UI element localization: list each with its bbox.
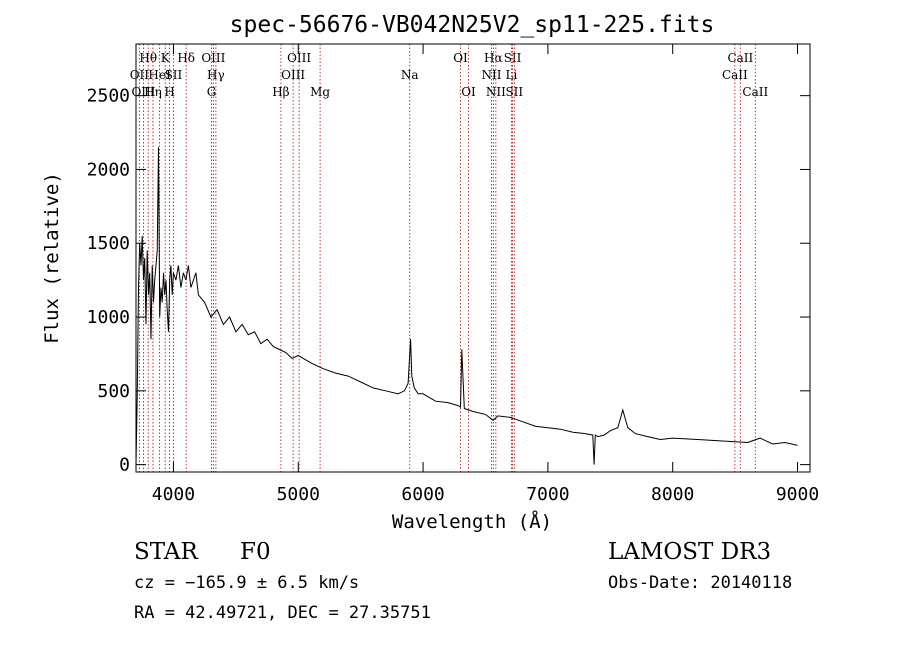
plot-frame — [135, 43, 811, 473]
line-marker-label: CaII — [727, 51, 753, 65]
line-marker-label: SII — [505, 85, 523, 99]
line-marker-label: OIII — [281, 68, 305, 82]
survey-label: LAMOST DR3 — [608, 539, 772, 565]
line-marker-label: Hγ — [207, 68, 225, 82]
y-tick-label: 1000 — [87, 307, 130, 328]
line-marker-label: G — [207, 85, 217, 99]
line-marker-label: OI — [453, 51, 468, 65]
line-marker-label: HeI — [148, 68, 171, 82]
line-marker-label: OII — [130, 68, 150, 82]
line-marker-label: Hβ — [272, 85, 289, 99]
y-tick-label: 2500 — [87, 86, 130, 107]
line-marker-label: Na — [401, 68, 419, 82]
coordinates: RA = 42.49721, DEC = 27.35751 — [134, 603, 431, 623]
line-marker-label: NII — [486, 85, 506, 99]
x-tick-label: 9000 — [776, 484, 819, 505]
line-marker-label: OI — [461, 85, 476, 99]
chart-title: spec-56676-VB042N25V2_sp11-225.fits — [230, 12, 715, 38]
line-marker-label: K — [161, 51, 171, 65]
axis-ticks: 4000 5000 6000 7000 8000 9000 0 500 1000 1500 2000… — [87, 44, 819, 505]
line-marker-label: CaII — [722, 68, 748, 82]
y-tick-label: 1500 — [87, 233, 130, 254]
line-marker-label: Hα — [484, 51, 503, 65]
x-tick-label: 5000 — [277, 484, 320, 505]
cz-value: cz = −165.9 ± 6.5 km/s — [134, 573, 360, 593]
line-marker-label: Mg — [310, 85, 330, 99]
x-axis-label: Wavelength (Å) — [392, 510, 552, 533]
line-marker-label: SII — [165, 68, 183, 82]
y-axis-label: Flux (relative) — [41, 172, 63, 344]
subclass-label: F0 — [240, 539, 271, 565]
line-marker-label: Hδ — [177, 51, 195, 65]
line-marker-label: OIII — [287, 51, 311, 65]
y-tick-label: 500 — [97, 381, 130, 402]
line-marker-label: CaII — [742, 85, 768, 99]
line-marker-label: Hθ — [139, 51, 157, 65]
x-tick-label: 4000 — [152, 484, 195, 505]
line-marker-label: OIII — [201, 51, 225, 65]
y-tick-label: 2000 — [87, 159, 130, 180]
line-marker-label: Hη — [144, 85, 162, 99]
obs-date: Obs-Date: 20140118 — [608, 573, 793, 593]
y-tick-label: 0 — [119, 455, 130, 476]
class-label: STAR — [134, 539, 198, 565]
spectrum-series — [135, 147, 798, 465]
line-marker-label: NII — [481, 68, 501, 82]
x-tick-label: 6000 — [401, 484, 444, 505]
line-marker-label: Li — [506, 68, 518, 82]
x-tick-label: 7000 — [526, 484, 569, 505]
spectrum-line — [135, 147, 798, 465]
line-marker-label: SII — [504, 51, 522, 65]
x-tick-label: 8000 — [651, 484, 694, 505]
line-marker-label: H — [164, 85, 174, 99]
